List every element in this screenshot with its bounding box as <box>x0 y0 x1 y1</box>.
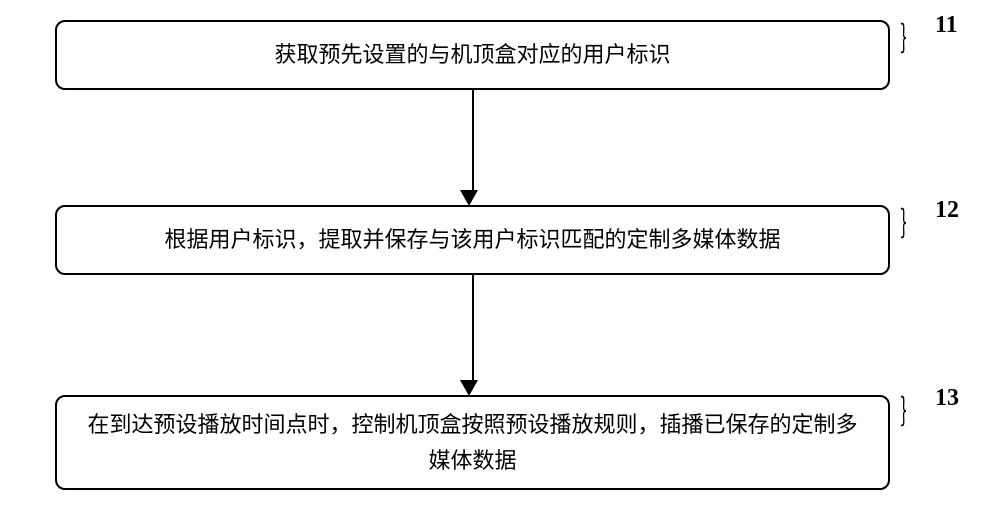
node-2-text: 根据用户标识，提取并保存与该用户标识匹配的定制多媒体数据 <box>164 222 780 257</box>
flowchart-node-3: 在到达预设播放时间点时，控制机顶盒按照预设播放规则，插播已保存的定制多媒体数据 <box>55 395 890 490</box>
node-2-label: 12 <box>935 197 959 224</box>
curly-brace-3: ︷ <box>897 395 925 427</box>
arrow-2-head <box>460 380 478 396</box>
flowchart-container: 获取预先设置的与机顶盒对应的用户标识 ︷ 11 根据用户标识，提取并保存与该用户… <box>0 0 1000 530</box>
arrow-2 <box>468 275 478 396</box>
node-1-label: 11 <box>935 12 958 39</box>
node-1-text: 获取预先设置的与机顶盒对应的用户标识 <box>274 37 670 72</box>
curly-brace-2: ︷ <box>897 207 925 239</box>
flowchart-node-1: 获取预先设置的与机顶盒对应的用户标识 <box>55 20 890 90</box>
node-3-text: 在到达预设播放时间点时，控制机顶盒按照预设播放规则，插播已保存的定制多媒体数据 <box>81 407 864 477</box>
arrow-1-head <box>460 190 478 206</box>
arrow-1-line <box>472 90 474 190</box>
arrow-1 <box>468 90 478 206</box>
flowchart-node-2: 根据用户标识，提取并保存与该用户标识匹配的定制多媒体数据 <box>55 205 890 275</box>
curly-brace-1: ︷ <box>897 22 925 54</box>
arrow-2-line <box>472 275 474 380</box>
node-3-label: 13 <box>935 385 959 412</box>
